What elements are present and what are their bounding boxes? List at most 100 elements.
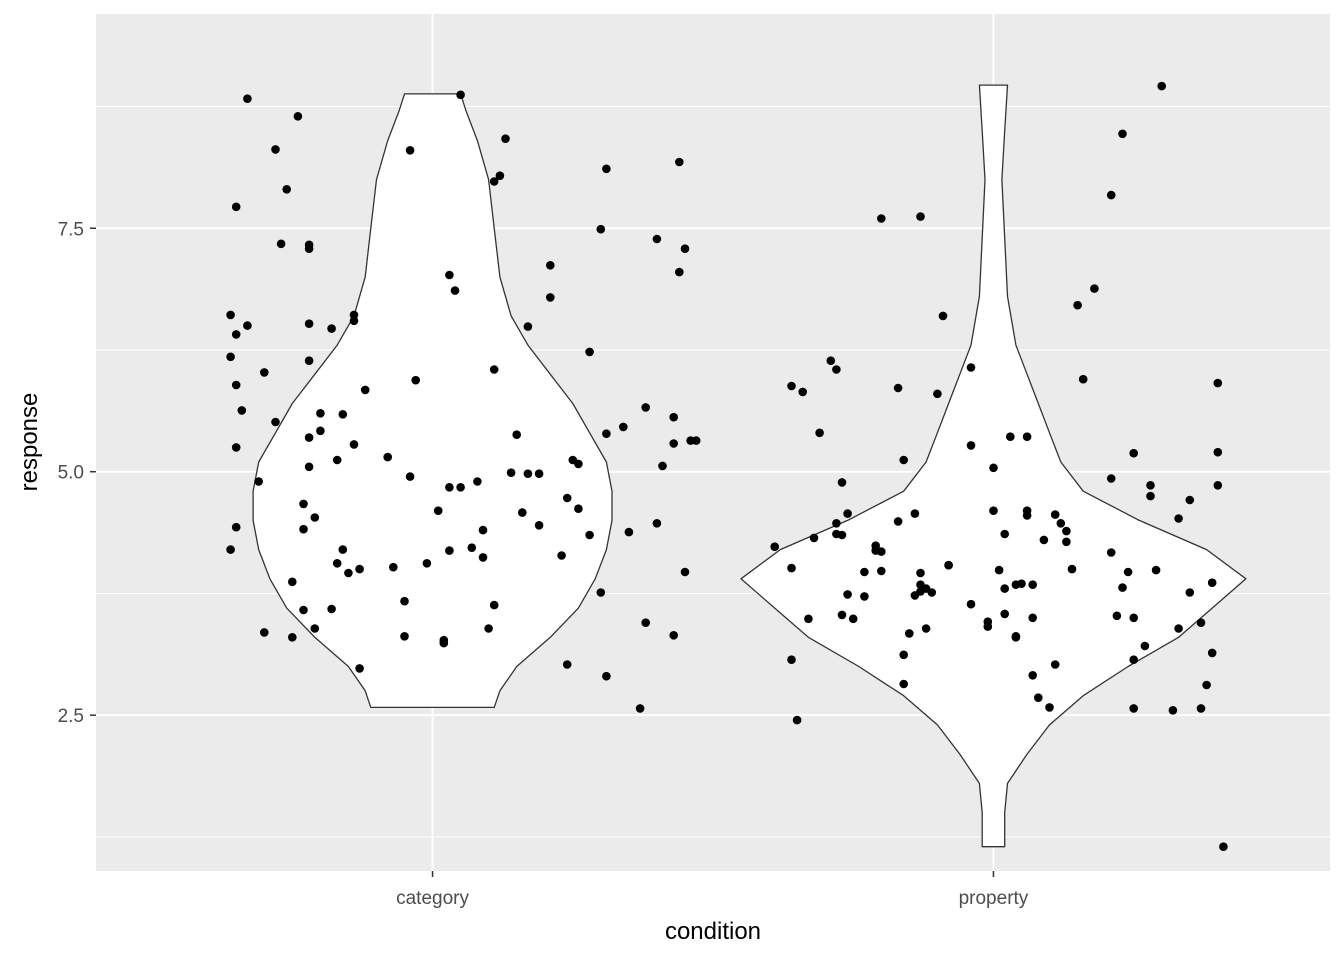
data-point bbox=[332, 455, 342, 465]
data-point bbox=[231, 443, 241, 452]
data-point bbox=[652, 519, 662, 528]
data-point bbox=[1202, 680, 1211, 690]
data-point bbox=[787, 381, 796, 391]
data-point bbox=[966, 599, 976, 609]
data-point bbox=[450, 286, 460, 295]
data-point bbox=[304, 462, 314, 472]
data-point bbox=[893, 517, 903, 526]
data-point bbox=[327, 604, 336, 614]
data-point bbox=[1213, 481, 1223, 490]
data-point bbox=[933, 389, 942, 399]
data-point bbox=[456, 483, 465, 492]
data-point bbox=[439, 638, 449, 648]
data-point bbox=[1129, 704, 1138, 713]
data-point bbox=[231, 330, 241, 339]
data-point bbox=[832, 519, 841, 528]
data-point bbox=[1039, 535, 1049, 545]
data-point bbox=[1078, 374, 1088, 384]
data-point bbox=[938, 311, 948, 321]
data-point bbox=[489, 177, 499, 186]
data-point bbox=[989, 463, 998, 473]
data-point bbox=[271, 145, 280, 154]
data-point bbox=[837, 610, 847, 620]
data-point bbox=[680, 567, 690, 577]
data-point bbox=[1022, 506, 1032, 515]
data-point bbox=[916, 568, 925, 578]
data-point bbox=[534, 521, 544, 530]
data-point bbox=[445, 270, 454, 280]
data-point bbox=[669, 439, 678, 448]
data-point bbox=[1213, 447, 1223, 457]
data-point bbox=[518, 508, 527, 517]
data-point bbox=[837, 530, 847, 540]
data-point bbox=[910, 509, 920, 518]
data-point bbox=[1207, 578, 1217, 587]
data-point bbox=[484, 624, 493, 633]
data-point bbox=[809, 533, 819, 543]
data-point bbox=[602, 429, 611, 439]
data-point bbox=[1034, 693, 1043, 702]
data-point bbox=[1174, 514, 1183, 523]
data-point bbox=[641, 403, 650, 412]
data-point bbox=[1213, 378, 1223, 388]
data-point bbox=[899, 679, 908, 689]
data-point bbox=[624, 527, 634, 537]
data-point bbox=[282, 185, 292, 194]
data-point bbox=[349, 440, 359, 449]
data-point bbox=[231, 522, 241, 532]
data-point bbox=[231, 380, 241, 390]
data-point bbox=[574, 459, 583, 469]
data-point bbox=[927, 588, 937, 597]
data-point bbox=[243, 321, 252, 330]
data-point bbox=[327, 324, 336, 333]
data-point bbox=[1112, 611, 1122, 621]
y-axis: 2.5 5.0 7.5 bbox=[58, 219, 96, 727]
data-point bbox=[994, 565, 1004, 575]
data-point bbox=[792, 715, 802, 725]
data-point bbox=[1106, 474, 1116, 483]
data-point bbox=[916, 212, 925, 221]
data-point bbox=[1045, 703, 1054, 712]
data-point bbox=[1000, 609, 1009, 619]
data-point bbox=[445, 546, 454, 555]
data-point bbox=[860, 567, 869, 577]
data-point bbox=[1062, 537, 1071, 547]
data-point bbox=[893, 383, 903, 393]
data-point bbox=[787, 655, 796, 664]
data-point bbox=[355, 564, 364, 574]
data-point bbox=[1106, 190, 1116, 200]
data-point bbox=[1129, 448, 1138, 458]
data-point bbox=[299, 524, 308, 534]
data-point bbox=[400, 632, 409, 641]
data-point bbox=[1129, 655, 1138, 664]
data-point bbox=[288, 577, 297, 587]
data-point bbox=[1017, 579, 1026, 588]
data-point bbox=[226, 545, 235, 554]
data-point bbox=[848, 614, 858, 624]
data-point bbox=[966, 441, 976, 450]
data-point bbox=[405, 472, 415, 481]
data-point bbox=[546, 261, 555, 270]
data-point bbox=[585, 347, 594, 357]
data-point bbox=[271, 417, 280, 427]
data-point bbox=[1118, 129, 1127, 139]
data-point bbox=[445, 483, 454, 492]
data-point bbox=[332, 559, 342, 568]
data-point bbox=[691, 436, 701, 445]
data-point bbox=[299, 499, 308, 509]
data-point bbox=[877, 566, 886, 576]
data-point bbox=[1090, 284, 1099, 293]
data-point bbox=[276, 239, 286, 249]
data-point bbox=[349, 310, 359, 320]
y-tick-label: 7.5 bbox=[58, 219, 84, 240]
data-point bbox=[1219, 842, 1228, 851]
data-point bbox=[1174, 624, 1183, 633]
data-point bbox=[506, 468, 516, 478]
data-point bbox=[843, 509, 852, 518]
data-point bbox=[1196, 704, 1206, 713]
data-point bbox=[815, 428, 824, 438]
data-point bbox=[837, 478, 847, 487]
data-point bbox=[843, 590, 852, 599]
data-point bbox=[473, 477, 482, 486]
data-point bbox=[304, 319, 314, 329]
